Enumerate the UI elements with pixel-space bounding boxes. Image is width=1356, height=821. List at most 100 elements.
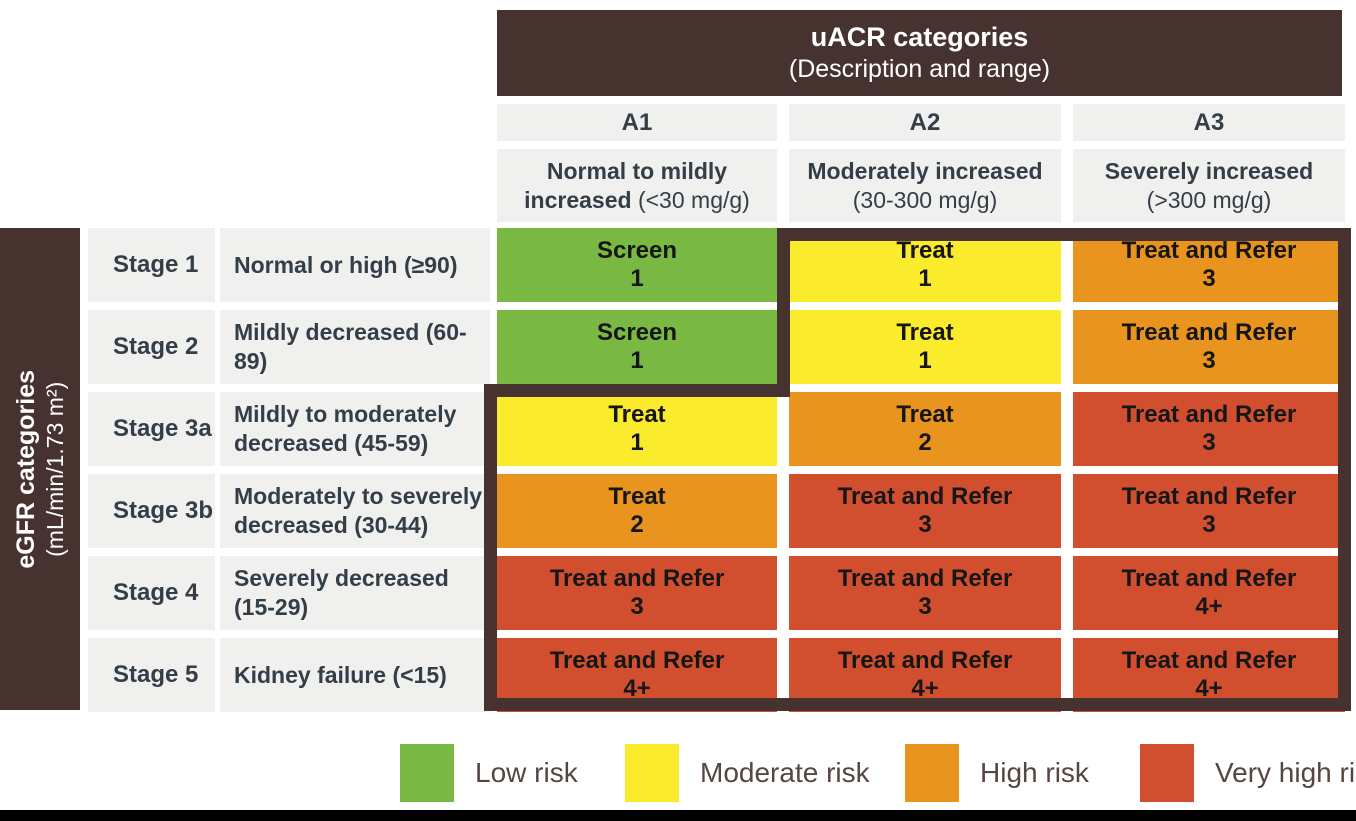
cell-action: Treat: [608, 483, 666, 511]
cell-grade: 1: [918, 347, 932, 374]
cell-action: Treat and Refer: [1121, 565, 1297, 593]
stage-label: Stage 3a: [88, 392, 215, 466]
cell-grade: 3: [918, 593, 932, 620]
legend-label: Very high risk: [1215, 757, 1356, 788]
cell-grade: 3: [918, 511, 932, 538]
column-desc-range: (>300 mg/g): [1146, 186, 1272, 213]
matrix-cell: Treat 1: [789, 310, 1061, 384]
matrix-cell: Screen 1: [497, 228, 777, 302]
cell-action: Treat and Refer: [549, 647, 725, 675]
egfr-axis-label: eGFR categories (mL/min/1.73 m²): [12, 370, 69, 569]
cell-grade: 3: [1202, 265, 1216, 292]
cell-action: Screen: [596, 319, 678, 347]
matrix-cell: Treat 1: [497, 392, 777, 466]
cell-action: Screen: [596, 237, 678, 265]
cell-action: Treat: [896, 237, 954, 265]
matrix-column-a1: Screen 1 Screen 1 Treat 1 Treat 2 Treat …: [497, 228, 777, 712]
egfr-axis-title: eGFR categories: [11, 369, 40, 569]
cell-grade: 4+: [1195, 593, 1223, 620]
uacr-header-subtitle: (Description and range): [788, 55, 1051, 84]
matrix-cell: Screen 1: [497, 310, 777, 384]
row-description: Severely decreased (15-29): [220, 556, 490, 630]
row-description: Mildly to moderately decreased (45-59): [220, 392, 490, 466]
cell-action: Treat: [896, 401, 954, 429]
column-desc-range: (<30 mg/g): [637, 186, 750, 213]
column-header-a1: A1: [497, 104, 777, 141]
row-description: Moderately to severely decreased (30-44): [220, 474, 490, 548]
column-desc-name: Normal to mildly increased: [524, 157, 728, 213]
cell-grade: 3: [1202, 429, 1216, 456]
cell-action: Treat: [608, 401, 666, 429]
stage-label: Stage 5: [88, 638, 215, 712]
matrix-cell: Treat and Refer 4+: [1073, 556, 1345, 630]
legend-item-very-high-risk: Very high risk: [1140, 744, 1356, 802]
matrix-cell: Treat and Refer 3: [789, 556, 1061, 630]
cell-grade: 3: [1202, 511, 1216, 538]
uacr-header-title: uACR categories: [810, 22, 1029, 53]
matrix-cell: Treat and Refer 4+: [497, 638, 777, 712]
legend-item-high-risk: High risk: [905, 744, 1089, 802]
legend-swatch-low: [400, 744, 454, 802]
cell-action: Treat and Refer: [837, 565, 1013, 593]
cell-action: Treat and Refer: [1121, 237, 1297, 265]
matrix-cell: Treat 1: [789, 228, 1061, 302]
egfr-axis-bar: eGFR categories (mL/min/1.73 m²): [0, 228, 80, 710]
uacr-header: uACR categories (Description and range): [497, 10, 1342, 96]
egfr-axis-unit: (mL/min/1.73 m²): [41, 381, 68, 557]
cell-grade: 4+: [623, 675, 651, 702]
legend-item-low-risk: Low risk: [400, 744, 578, 802]
matrix-cell: Treat and Refer 3: [1073, 474, 1345, 548]
legend-swatch-high: [905, 744, 959, 802]
legend-label: High risk: [980, 757, 1089, 788]
matrix-cell: Treat 2: [789, 392, 1061, 466]
legend-swatch-moderate: [625, 744, 679, 802]
cell-action: Treat and Refer: [837, 647, 1013, 675]
column-header-a2: A2: [789, 104, 1061, 141]
legend-label: Moderate risk: [700, 757, 870, 788]
cell-grade: 4+: [1195, 675, 1223, 702]
column-desc-a1: Normal to mildly increased (<30 mg/g): [497, 149, 777, 222]
bottom-black-bar: [0, 810, 1356, 821]
cell-grade: 1: [918, 265, 932, 292]
cell-action: Treat and Refer: [1121, 319, 1297, 347]
matrix-cell: Treat and Refer 4+: [1073, 638, 1345, 712]
cell-grade: 1: [630, 429, 644, 456]
cell-grade: 3: [1202, 347, 1216, 374]
matrix-cell: Treat and Refer 3: [789, 474, 1061, 548]
column-header-a3: A3: [1073, 104, 1345, 141]
stage-label: Stage 4: [88, 556, 215, 630]
matrix-cell: Treat and Refer 3: [1073, 392, 1345, 466]
matrix-cell: Treat 2: [497, 474, 777, 548]
row-description-column: Normal or high (≥90) Mildly decreased (6…: [220, 228, 490, 712]
column-desc-name: Moderately increased: [807, 157, 1043, 184]
cell-grade: 1: [630, 347, 644, 374]
column-desc-name: Severely increased: [1104, 157, 1314, 184]
cell-action: Treat: [896, 319, 954, 347]
row-description: Kidney failure (<15): [220, 638, 490, 712]
row-description: Mildly decreased (60-89): [220, 310, 490, 384]
cell-action: Treat and Refer: [1121, 647, 1297, 675]
cell-grade: 3: [630, 593, 644, 620]
stage-column: Stage 1 Stage 2 Stage 3a Stage 3b Stage …: [88, 228, 215, 712]
legend-label: Low risk: [475, 757, 578, 788]
stage-label: Stage 3b: [88, 474, 215, 548]
column-desc-a2: Moderately increased (30-300 mg/g): [789, 149, 1061, 222]
cell-grade: 1: [630, 265, 644, 292]
matrix-column-a2: Treat 1 Treat 1 Treat 2 Treat and Refer …: [789, 228, 1061, 712]
cell-action: Treat and Refer: [1121, 401, 1297, 429]
matrix-cell: Treat and Refer 3: [1073, 310, 1345, 384]
stage-label: Stage 1: [88, 228, 215, 302]
stage-label: Stage 2: [88, 310, 215, 384]
column-desc-a3: Severely increased (>300 mg/g): [1073, 149, 1345, 222]
legend-item-moderate-risk: Moderate risk: [625, 744, 870, 802]
cell-action: Treat and Refer: [1121, 483, 1297, 511]
legend-swatch-very-high: [1140, 744, 1194, 802]
row-description: Normal or high (≥90): [220, 228, 490, 302]
matrix-cell: Treat and Refer 3: [497, 556, 777, 630]
cell-action: Treat and Refer: [549, 565, 725, 593]
cell-action: Treat and Refer: [837, 483, 1013, 511]
matrix-column-a3: Treat and Refer 3 Treat and Refer 3 Trea…: [1073, 228, 1345, 712]
column-desc-range: (30-300 mg/g): [852, 186, 998, 213]
cell-grade: 2: [918, 429, 932, 456]
